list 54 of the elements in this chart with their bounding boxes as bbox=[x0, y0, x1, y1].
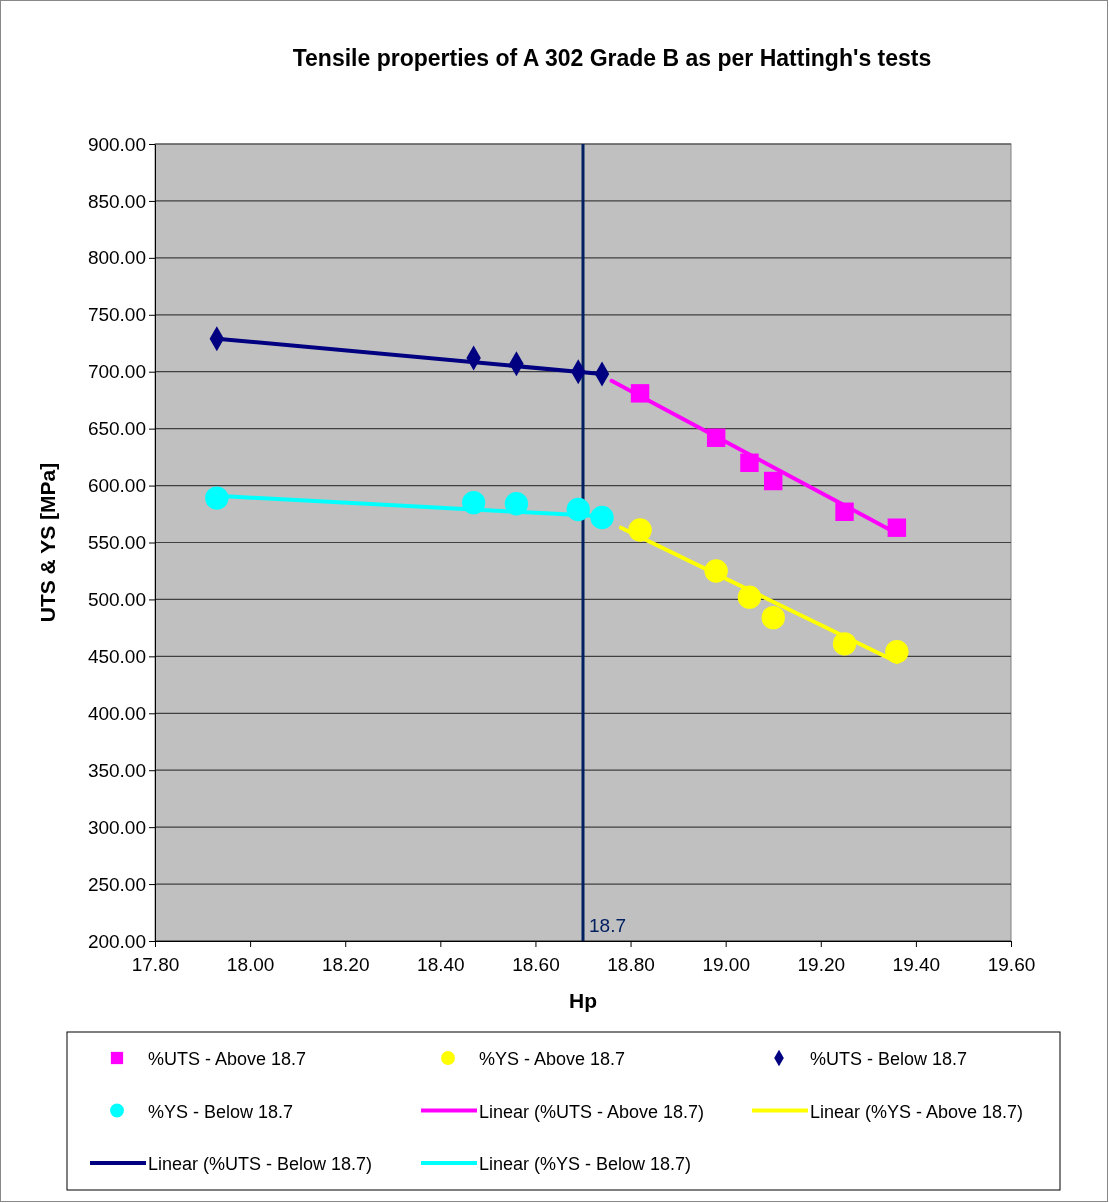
y-tick-label: 500.00 bbox=[87, 589, 146, 611]
point bbox=[590, 505, 614, 530]
legend-label: Linear (%YS - Below 18.7) bbox=[479, 1154, 692, 1174]
point bbox=[205, 486, 229, 510]
point bbox=[737, 585, 762, 609]
x-tick-label: 18.80 bbox=[607, 953, 655, 975]
legend-label: Linear (%UTS - Above 18.7) bbox=[479, 1101, 705, 1122]
y-tick-label: 200.00 bbox=[87, 930, 146, 952]
x-tick-label: 18.60 bbox=[512, 953, 560, 975]
point bbox=[566, 497, 590, 522]
y-tick-label: 450.00 bbox=[87, 645, 146, 667]
x-tick-label: 18.40 bbox=[417, 953, 465, 975]
point bbox=[740, 453, 759, 473]
y-tick-label: 700.00 bbox=[87, 361, 146, 383]
x-tick-label: 17.80 bbox=[131, 953, 180, 975]
x-tick-label: 19.60 bbox=[987, 953, 1036, 975]
legend-label: %YS - Above 18.7 bbox=[479, 1049, 626, 1069]
y-tick-label: 900.00 bbox=[87, 133, 146, 155]
point bbox=[832, 632, 857, 656]
x-tick-label: 19.40 bbox=[892, 953, 941, 975]
x-tick-label: 18.00 bbox=[226, 953, 275, 975]
legend-label: %UTS - Above 18.7 bbox=[148, 1049, 307, 1069]
point bbox=[704, 559, 728, 583]
y-tick-label: 650.00 bbox=[87, 418, 146, 440]
point bbox=[706, 428, 726, 447]
legend-label: Linear (%UTS - Below 18.7) bbox=[148, 1154, 373, 1174]
y-tick-label: 550.00 bbox=[87, 532, 146, 554]
legend-label: %YS - Below 18.7 bbox=[148, 1101, 294, 1122]
point bbox=[630, 384, 650, 403]
point bbox=[504, 492, 529, 516]
point bbox=[887, 518, 907, 537]
x-tick-label: 18.20 bbox=[321, 953, 370, 975]
y-tick-label: 750.00 bbox=[87, 304, 146, 326]
y-axis-title: UTS & YS [MPa] bbox=[36, 462, 59, 623]
x-tick-label: 19.20 bbox=[797, 953, 846, 975]
point bbox=[461, 490, 486, 515]
y-tick-label: 350.00 bbox=[87, 759, 146, 781]
y-tick-label: 300.00 bbox=[87, 816, 146, 838]
legend-label: %UTS - Below 18.7 bbox=[810, 1049, 968, 1069]
point bbox=[885, 640, 909, 664]
x-axis-title: Hp bbox=[569, 989, 597, 1012]
chart-title: Tensile properties of A 302 Grade B as per Hattingh's tests bbox=[292, 45, 932, 71]
legend-label: Linear (%YS - Above 18.7) bbox=[810, 1101, 1024, 1122]
y-tick-label: 600.00 bbox=[87, 475, 146, 497]
y-tick-label: 850.00 bbox=[87, 190, 146, 212]
x-tick-label: 19.00 bbox=[702, 953, 750, 975]
point bbox=[761, 605, 785, 630]
y-tick-label: 400.00 bbox=[87, 702, 146, 724]
y-tick-label: 250.00 bbox=[87, 873, 146, 895]
y-tick-label: 800.00 bbox=[87, 247, 146, 269]
point bbox=[764, 471, 783, 491]
point bbox=[835, 502, 854, 521]
point bbox=[628, 518, 652, 542]
ref-line-label: 18.7 bbox=[589, 915, 626, 936]
